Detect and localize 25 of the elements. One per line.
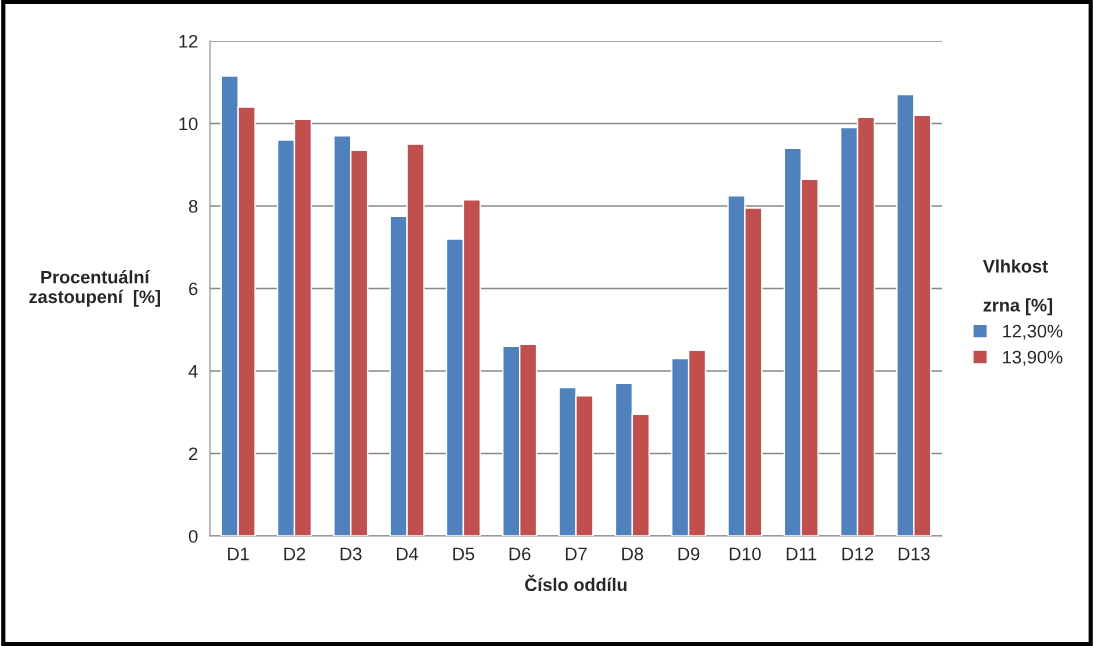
x-tick-label: D7 (565, 547, 587, 561)
legend-label: 13,90% (1003, 350, 1063, 366)
x-axis-title: Číslo oddílu (525, 574, 627, 592)
y-tick-label: 8 (188, 199, 198, 213)
x-tick-label: D6 (509, 547, 531, 561)
y-tick-label: 10 (179, 117, 198, 131)
x-tick-label: D4 (397, 547, 419, 561)
y-tick-label: 6 (189, 282, 198, 296)
x-tick-label: D2 (284, 547, 306, 561)
x-tick-label: D10 (729, 547, 761, 561)
x-tick-label: D5 (453, 547, 475, 561)
legend-label: 12,30% (1003, 324, 1063, 340)
y-tick-label: 12 (179, 34, 198, 48)
x-tick-label: D1 (228, 547, 249, 561)
x-tick-label: D12 (842, 547, 874, 561)
y-axis-title: Procentuální zastoupení [%] (29, 270, 160, 307)
y-tick-label: 4 (188, 365, 198, 378)
x-tick-label: D3 (340, 547, 362, 561)
text: Vlhkost zrna [%] (982, 259, 1053, 316)
y-tick-label: 0 (188, 529, 198, 543)
x-tick-label: D13 (898, 547, 930, 561)
x-tick-label: D9 (678, 547, 700, 561)
x-tick-label: D11 (786, 547, 817, 561)
x-tick-label: D8 (622, 547, 644, 561)
y-tick-label: 2 (189, 447, 198, 461)
